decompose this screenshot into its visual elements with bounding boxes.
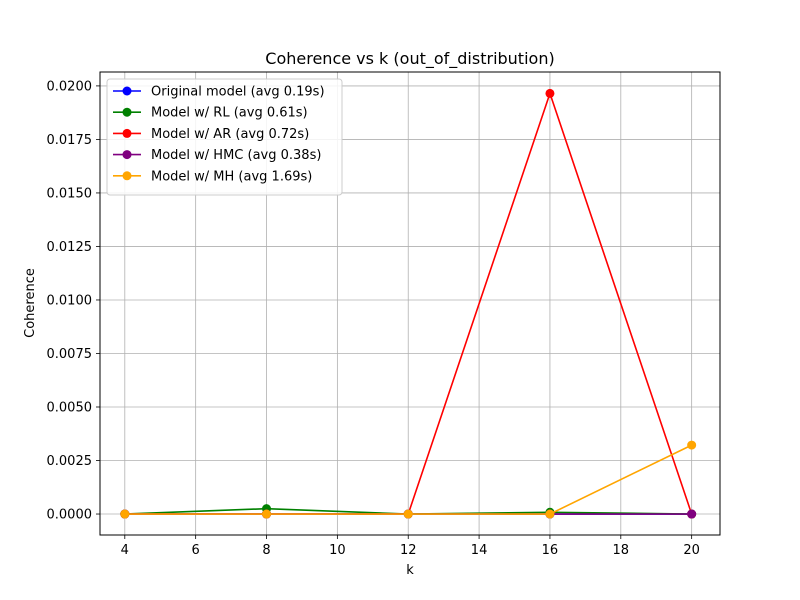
y-axis-label: Coherence	[23, 268, 38, 338]
legend-item: Model w/ MH (avg 1.69s)	[113, 169, 312, 184]
x-tick-label: 14	[471, 543, 488, 558]
data-point	[687, 509, 697, 519]
legend-marker	[122, 107, 132, 117]
y-tick-label: 0.0025	[47, 454, 93, 469]
legend-marker	[122, 128, 132, 138]
legend-marker	[122, 150, 132, 160]
y-tick-label: 0.0050	[47, 400, 93, 415]
x-ticks: 4 6 8 10 12 14 16 18 20	[121, 535, 700, 558]
x-tick-label: 12	[400, 543, 417, 558]
y-tick-label: 0.0100	[47, 293, 93, 308]
legend-label: Model w/ AR (avg 0.72s)	[151, 127, 309, 142]
y-tick-label: 0.0200	[47, 79, 93, 94]
data-point	[262, 509, 272, 519]
x-axis-label: k	[406, 563, 414, 578]
legend-label: Model w/ RL (avg 0.61s)	[151, 106, 308, 121]
x-tick-label: 16	[542, 543, 559, 558]
data-point	[120, 509, 130, 519]
legend-label: Model w/ MH (avg 1.69s)	[151, 169, 312, 184]
legend: Original model (avg 0.19s) Model w/ RL (a…	[106, 78, 343, 196]
y-tick-label: 0.0150	[47, 186, 93, 201]
series-4	[120, 440, 697, 519]
legend-item: Model w/ RL (avg 0.61s)	[113, 106, 308, 121]
data-point	[687, 440, 697, 450]
y-tick-label: 0.0075	[47, 347, 93, 362]
legend-box	[106, 78, 343, 196]
data-point	[545, 88, 555, 98]
x-tick-label: 20	[683, 543, 700, 558]
y-tick-label: 0.0175	[47, 133, 93, 148]
x-tick-label: 18	[613, 543, 630, 558]
legend-label: Model w/ HMC (avg 0.38s)	[151, 148, 321, 163]
plot-frame	[99, 71, 721, 536]
legend-marker	[122, 171, 132, 181]
x-tick-label: 4	[121, 543, 129, 558]
y-tick-label: 0.0000	[47, 508, 93, 523]
legend-item: Model w/ HMC (avg 0.38s)	[113, 148, 321, 163]
data-point	[403, 509, 413, 519]
legend-marker	[122, 86, 132, 96]
legend-label: Original model (avg 0.19s)	[151, 85, 325, 100]
x-tick-label: 6	[192, 543, 200, 558]
legend-item: Model w/ AR (avg 0.72s)	[113, 127, 309, 142]
x-tick-label: 10	[329, 543, 346, 558]
legend-item: Original model (avg 0.19s)	[113, 85, 325, 100]
x-tick-label: 8	[262, 543, 270, 558]
data-point	[545, 509, 555, 519]
y-ticks: 0.0000 0.0025 0.0050 0.0075 0.0100 0.0125 0.01…	[47, 79, 100, 523]
series-layer	[120, 88, 697, 519]
chart-title: Coherence vs k (out_of_distribution)	[265, 49, 554, 69]
y-tick-label: 0.0125	[47, 240, 93, 255]
